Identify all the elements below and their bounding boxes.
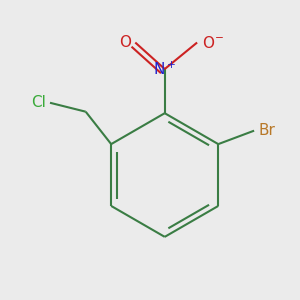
Text: Br: Br (259, 123, 275, 138)
Text: N$^+$: N$^+$ (153, 60, 176, 78)
Text: Cl: Cl (31, 95, 46, 110)
Text: O: O (119, 35, 131, 50)
Text: O$^{-}$: O$^{-}$ (202, 34, 224, 50)
